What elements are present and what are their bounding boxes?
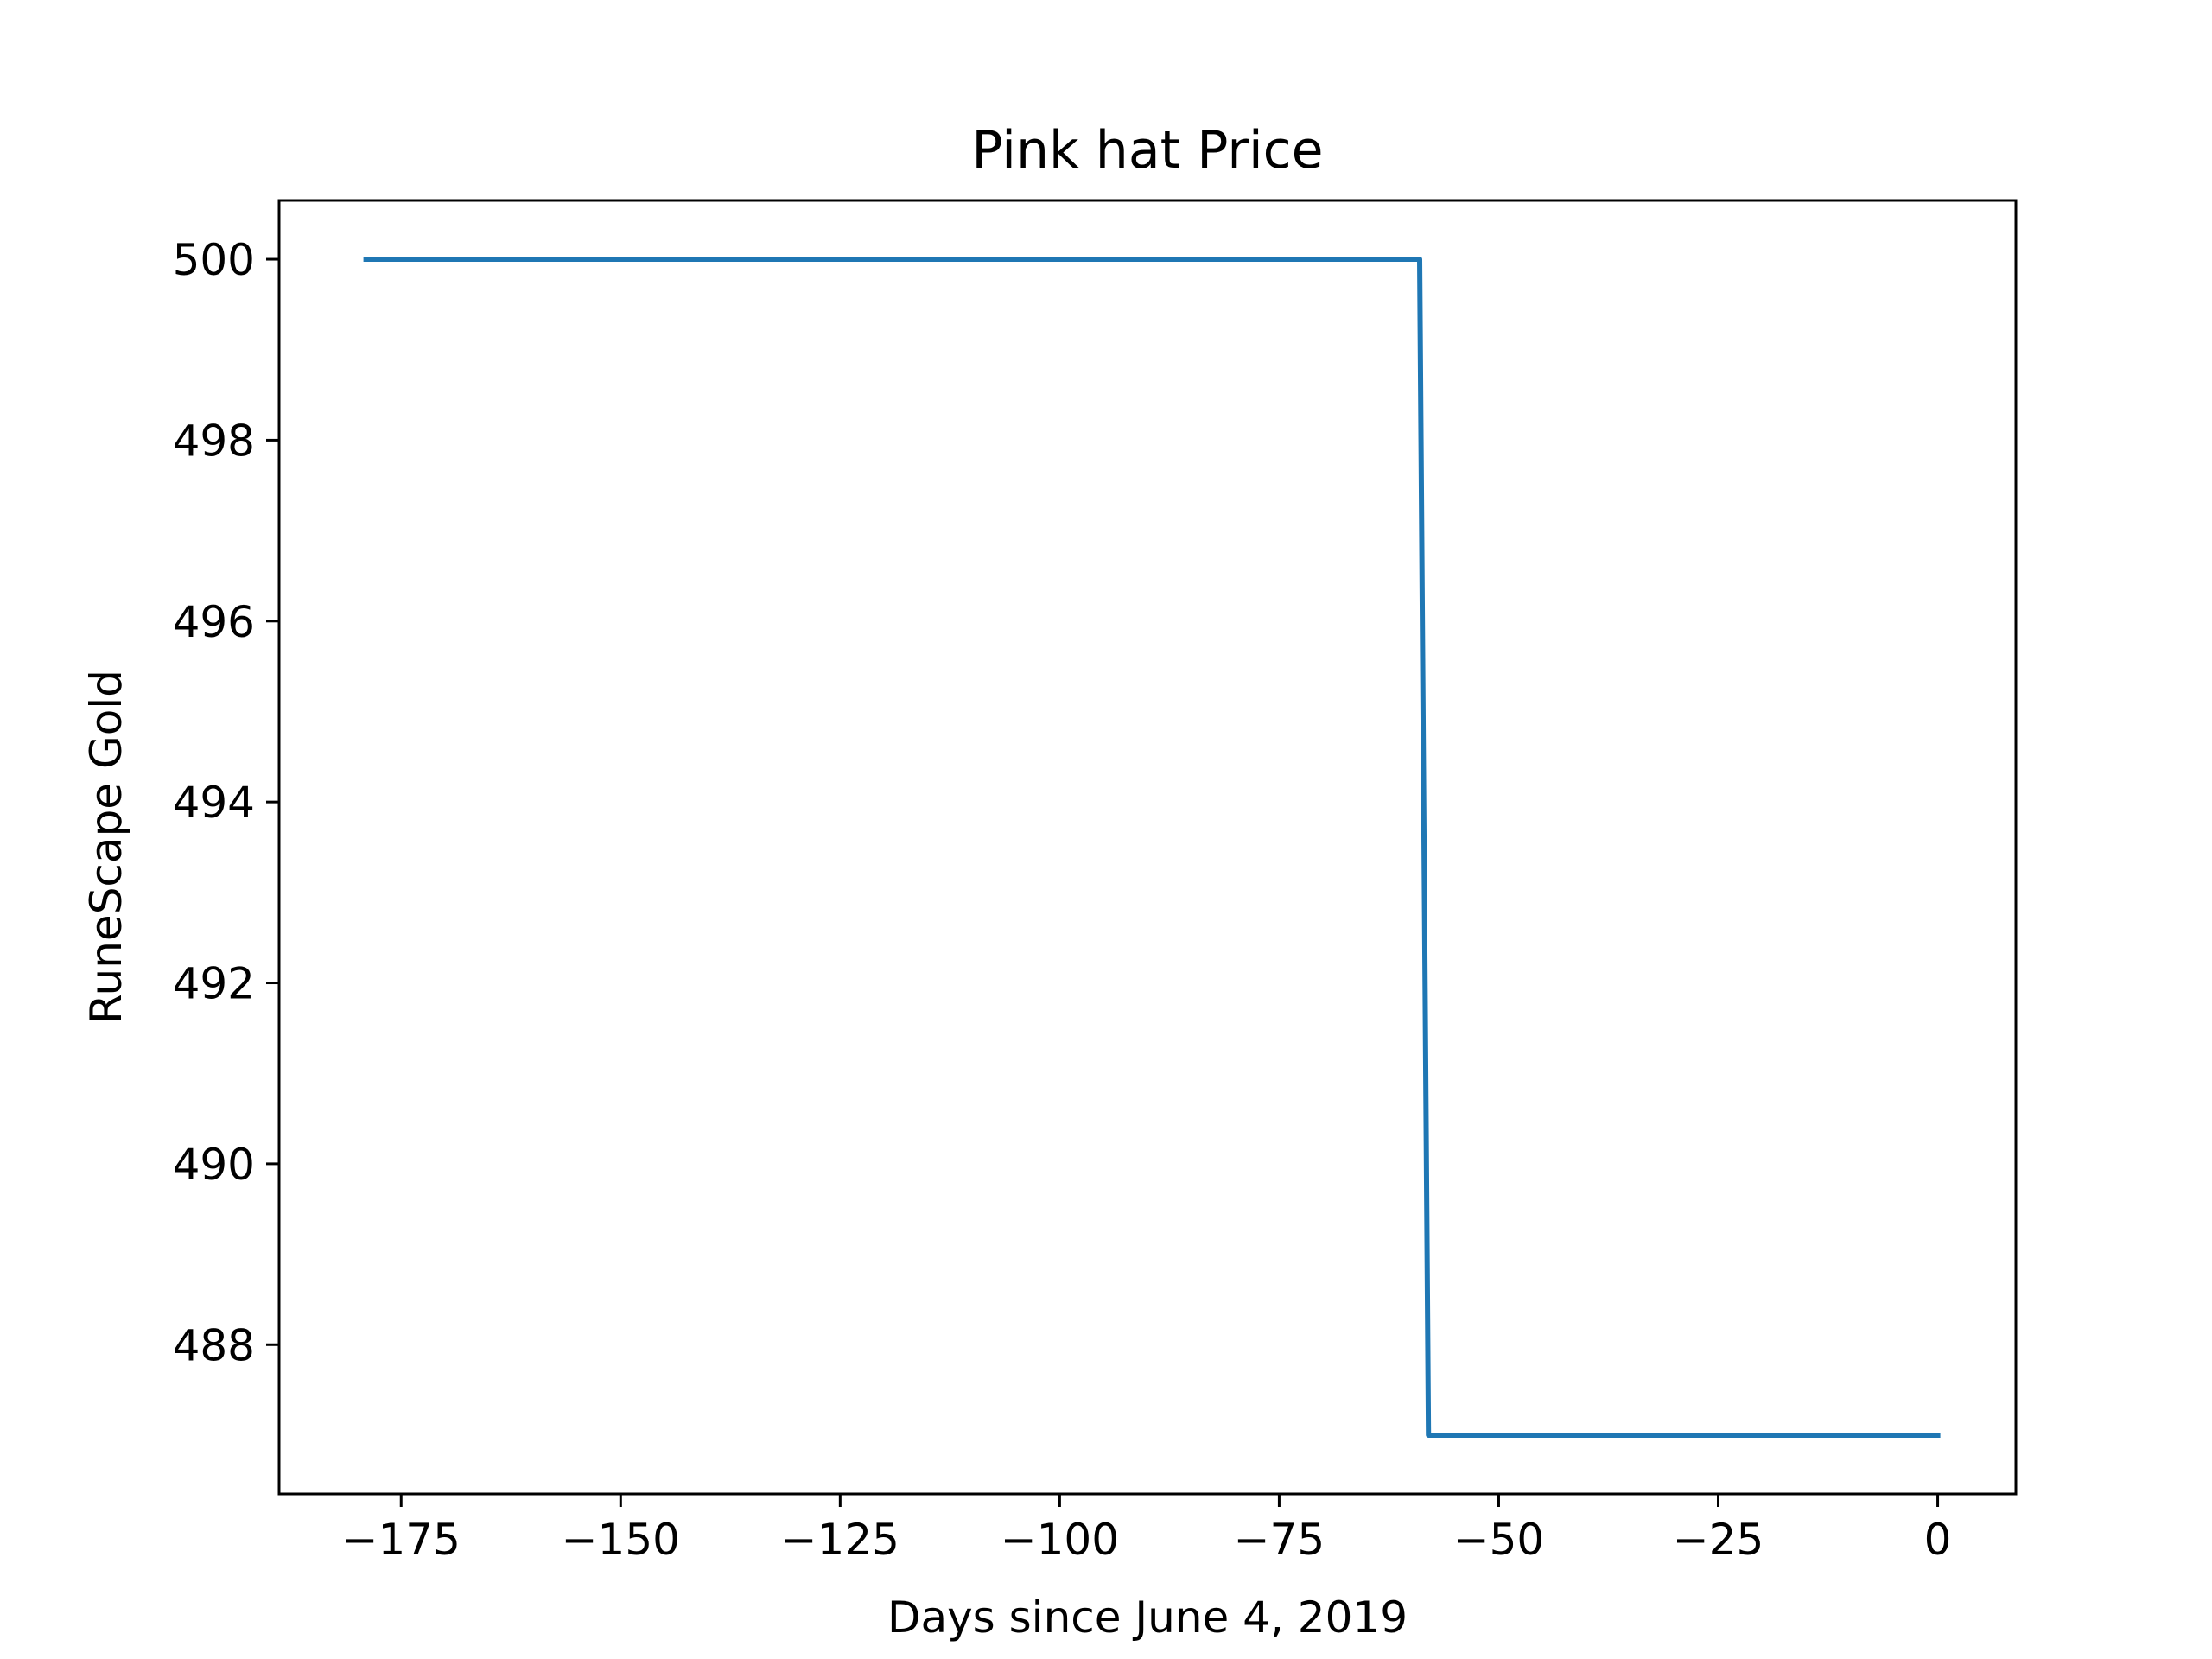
y-axis-label: RuneScape Gold	[81, 670, 131, 1024]
chart-title: Pink hat Price	[971, 120, 1323, 181]
series-line	[363, 257, 1941, 1438]
x-tick-label: −150	[562, 1515, 680, 1565]
x-tick-label: −75	[1234, 1515, 1325, 1565]
x-axis-label: Days since June 4, 2019	[887, 1592, 1408, 1643]
y-tick-label: 490	[173, 1140, 255, 1190]
x-tick-label: −100	[1001, 1515, 1119, 1565]
y-tick-label: 492	[173, 959, 255, 1009]
axes-frame	[277, 199, 2018, 1496]
x-tick-label: −175	[342, 1515, 461, 1565]
y-tick-label: 488	[173, 1320, 255, 1370]
y-tick-label: 500	[173, 235, 255, 285]
y-tick-label: 496	[173, 597, 255, 647]
plot-area: −175 −150 −125 −100 −75 −50 −25 0 4884904924944…	[173, 199, 2018, 1565]
x-tick-label: −25	[1673, 1515, 1764, 1565]
x-axis-ticks: −175 −150 −125 −100 −75 −50 −25 0	[342, 1494, 1952, 1565]
y-tick-label: 498	[173, 416, 255, 466]
series-layer	[363, 257, 1941, 1438]
y-tick-label: 494	[173, 778, 255, 828]
x-tick-label: −50	[1453, 1515, 1545, 1565]
x-tick-label: 0	[1924, 1515, 1952, 1565]
x-tick-label: −125	[781, 1515, 899, 1565]
y-axis-ticks: 488 490 492 494 496 498 500	[173, 235, 279, 1370]
